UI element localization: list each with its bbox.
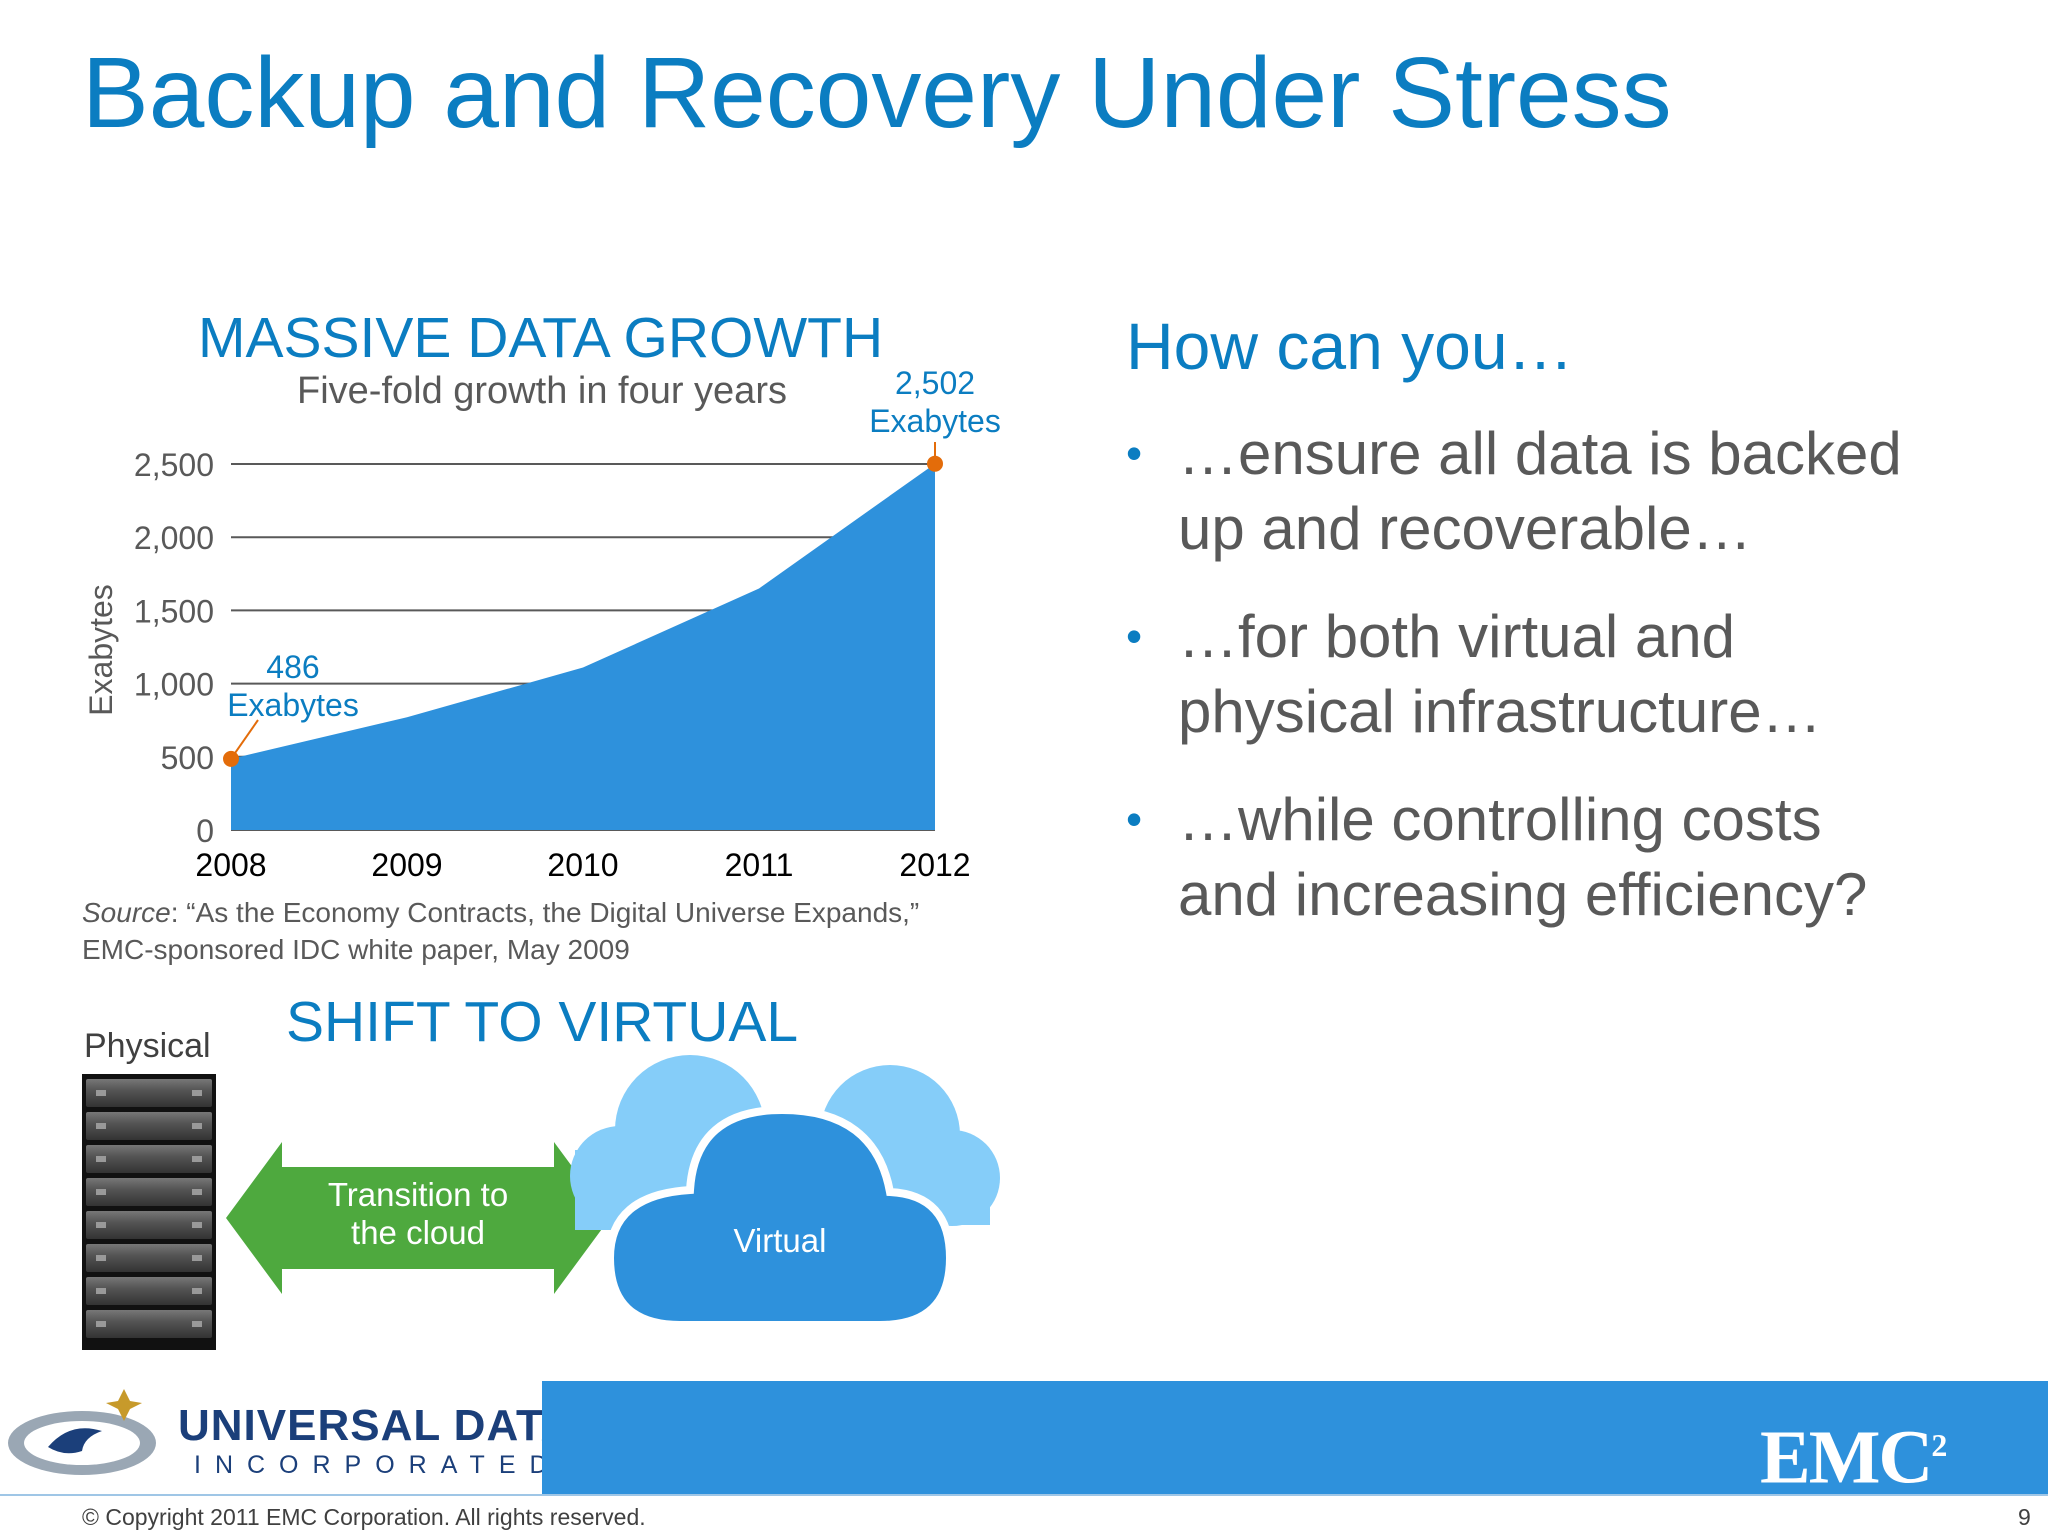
emc-logo-superscript: 2 [1931, 1427, 1948, 1463]
source-note: Source: “As the Economy Contracts, the D… [82, 894, 919, 968]
y-tick-label: 1,500 [134, 593, 214, 629]
question-line-1: …for both virtual and [1178, 603, 1735, 670]
rack-unit [86, 1178, 212, 1206]
transition-line-1: Transition to [327, 1176, 509, 1213]
question-item: • …while controlling costs and increasin… [1126, 782, 2026, 932]
growth-area [231, 463, 935, 830]
partner-swoosh-icon [8, 1389, 156, 1475]
chart-area-layer [231, 463, 935, 830]
emc-logo-text: EMC [1760, 1415, 1933, 1500]
source-text: : “As the Economy Contracts, the Digital… [170, 897, 920, 928]
physical-label: Physical [84, 1027, 211, 1065]
question-list: • …ensure all data is backed up and reco… [1126, 416, 2026, 965]
chart-subtitle: Five-fold growth in four years [297, 370, 787, 412]
data-label-unit: Exabytes [869, 403, 1001, 439]
rack-unit [86, 1079, 212, 1107]
rack-unit [86, 1244, 212, 1272]
virtual-section-title: SHIFT TO VIRTUAL [286, 990, 799, 1054]
data-point-marker [223, 750, 239, 767]
partner-name: UNIVERSAL DATA [178, 1401, 574, 1450]
questions-heading: How can you… [1126, 309, 1574, 383]
x-tick-label: 2008 [195, 847, 266, 883]
question-line-2: up and recoverable… [1178, 495, 1752, 562]
question-line-1: …ensure all data is backed [1178, 420, 1902, 487]
bullet-icon: • [1126, 427, 1143, 479]
question-item: • …for both virtual and physical infrast… [1126, 599, 2026, 749]
footer-band [542, 1381, 2048, 1495]
server-rack-icon [82, 1074, 216, 1350]
y-tick-label: 500 [161, 740, 214, 776]
footer-divider [0, 1494, 2048, 1496]
data-label-value: 486 [266, 649, 319, 685]
rack-unit [86, 1112, 212, 1140]
question-item: • …ensure all data is backed up and reco… [1126, 416, 2026, 566]
y-tick-label: 0 [196, 813, 214, 849]
copyright-notice: © Copyright 2011 EMC Corporation. All ri… [82, 1504, 646, 1530]
x-tick-label: 2009 [371, 847, 442, 883]
source-line-2: EMC-sponsored IDC white paper, May 2009 [82, 934, 630, 965]
x-tick-label: 2012 [899, 847, 970, 883]
double-arrow-icon [226, 1142, 610, 1294]
chart-title: MASSIVE DATA GROWTH [198, 306, 884, 370]
rack-unit [86, 1145, 212, 1173]
virtual-label: Virtual [733, 1222, 827, 1259]
emc-logo: EMC2 [1760, 1400, 1947, 1502]
data-label-value: 2,502 [895, 365, 975, 401]
rack-unit [86, 1277, 212, 1305]
source-label: Source [82, 897, 171, 928]
slide-title: Backup and Recovery Under Stress [82, 37, 1672, 149]
question-line-2: and increasing efficiency? [1178, 861, 1868, 928]
transition-line-2: the cloud [351, 1214, 485, 1251]
cloud-icon [605, 1105, 955, 1329]
cloud-transition-graphic [226, 1055, 1000, 1329]
bullet-icon: • [1126, 793, 1143, 845]
bullet-icon: • [1126, 610, 1143, 662]
partner-logo [0, 1381, 542, 1495]
question-line-1: …while controlling costs [1178, 786, 1822, 853]
question-line-2: physical infrastructure… [1178, 678, 1822, 745]
x-tick-label: 2010 [547, 847, 618, 883]
y-tick-label: 2,500 [134, 447, 214, 483]
transition-label: Transition to the cloud [270, 1176, 566, 1252]
data-point-marker [927, 455, 943, 472]
page-number: 9 [2018, 1504, 2031, 1530]
y-axis-title: Exabytes [83, 584, 119, 716]
x-tick-label: 2011 [725, 847, 794, 883]
rack-unit [86, 1310, 212, 1338]
partner-subtitle: INCORPORATED [194, 1451, 562, 1479]
data-label-unit: Exabytes [227, 687, 359, 723]
rack-unit [86, 1211, 212, 1239]
y-tick-label: 1,000 [134, 667, 214, 703]
chart-ticks: 0 500 1,000 1,500 2,000 2,500 Exabytes 2008 2009… [83, 447, 971, 883]
y-tick-label: 2,000 [134, 520, 214, 556]
